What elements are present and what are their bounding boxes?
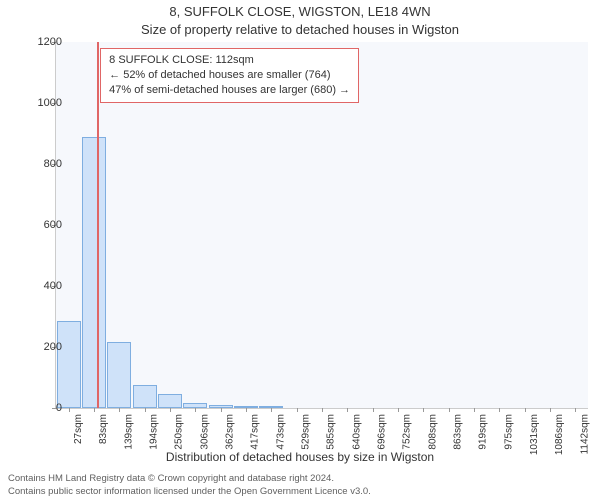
- ytick-label: 1200: [38, 36, 62, 48]
- annotation-line-3: 47% of semi-detached houses are larger (…: [109, 83, 350, 98]
- x-axis-label: Distribution of detached houses by size …: [0, 450, 600, 464]
- xtick-mark: [398, 408, 399, 412]
- xtick-mark: [322, 408, 323, 412]
- xtick-mark: [221, 408, 222, 412]
- xtick-mark: [499, 408, 500, 412]
- xtick-mark: [297, 408, 298, 412]
- xtick-label: 529sqm: [301, 414, 312, 450]
- chart-title-sub: Size of property relative to detached ho…: [0, 22, 600, 37]
- xtick-mark: [525, 408, 526, 412]
- ytick-label: 400: [44, 280, 62, 292]
- footer-line-2: Contains public sector information licen…: [8, 486, 371, 498]
- histogram-bar: [57, 321, 81, 408]
- xtick-label: 1031sqm: [529, 414, 540, 455]
- xtick-label: 1086sqm: [554, 414, 565, 455]
- annotation-box: 8 SUFFOLK CLOSE: 112sqm ← 52% of detache…: [100, 48, 359, 103]
- xtick-label: 473sqm: [275, 414, 286, 450]
- xtick-label: 919sqm: [478, 414, 489, 450]
- histogram-bar: [133, 385, 157, 408]
- xtick-mark: [195, 408, 196, 412]
- xtick-label: 139sqm: [123, 414, 134, 450]
- plot-area: 8 SUFFOLK CLOSE: 112sqm ← 52% of detache…: [56, 42, 588, 408]
- xtick-label: 696sqm: [377, 414, 388, 450]
- xtick-label: 585sqm: [326, 414, 337, 450]
- xtick-label: 306sqm: [199, 414, 210, 450]
- ytick-label: 1000: [38, 97, 62, 109]
- xtick-label: 863sqm: [453, 414, 464, 450]
- ytick-label: 600: [44, 219, 62, 231]
- annotation-line-2: ← 52% of detached houses are smaller (76…: [109, 68, 350, 83]
- xtick-mark: [246, 408, 247, 412]
- xtick-mark: [449, 408, 450, 412]
- xtick-mark: [423, 408, 424, 412]
- footer-attribution: Contains HM Land Registry data © Crown c…: [8, 473, 371, 498]
- xtick-mark: [373, 408, 374, 412]
- ytick-label: 0: [56, 402, 62, 414]
- xtick-label: 640sqm: [351, 414, 362, 450]
- xtick-label: 83sqm: [98, 414, 109, 444]
- xtick-label: 808sqm: [427, 414, 438, 450]
- histogram-bar: [158, 394, 182, 408]
- xtick-label: 362sqm: [225, 414, 236, 450]
- xtick-label: 27sqm: [73, 414, 84, 444]
- xtick-label: 250sqm: [174, 414, 185, 450]
- xtick-mark: [94, 408, 95, 412]
- ytick-label: 800: [44, 158, 62, 170]
- property-marker-line: [97, 42, 99, 408]
- xtick-label: 975sqm: [503, 414, 514, 450]
- histogram-bar: [107, 342, 131, 408]
- xtick-mark: [347, 408, 348, 412]
- xtick-mark: [119, 408, 120, 412]
- xtick-mark: [474, 408, 475, 412]
- xtick-mark: [170, 408, 171, 412]
- xtick-label: 752sqm: [402, 414, 413, 450]
- annotation-line-1: 8 SUFFOLK CLOSE: 112sqm: [109, 53, 350, 68]
- xtick-mark: [69, 408, 70, 412]
- chart-title-address: 8, SUFFOLK CLOSE, WIGSTON, LE18 4WN: [0, 4, 600, 19]
- xtick-mark: [550, 408, 551, 412]
- xtick-label: 1142sqm: [579, 414, 590, 454]
- xtick-label: 194sqm: [149, 414, 160, 450]
- xtick-mark: [271, 408, 272, 412]
- ytick-label: 200: [44, 341, 62, 353]
- footer-line-1: Contains HM Land Registry data © Crown c…: [8, 473, 371, 485]
- xtick-label: 417sqm: [250, 414, 261, 450]
- xtick-mark: [575, 408, 576, 412]
- xtick-mark: [145, 408, 146, 412]
- histogram-bar: [82, 137, 106, 408]
